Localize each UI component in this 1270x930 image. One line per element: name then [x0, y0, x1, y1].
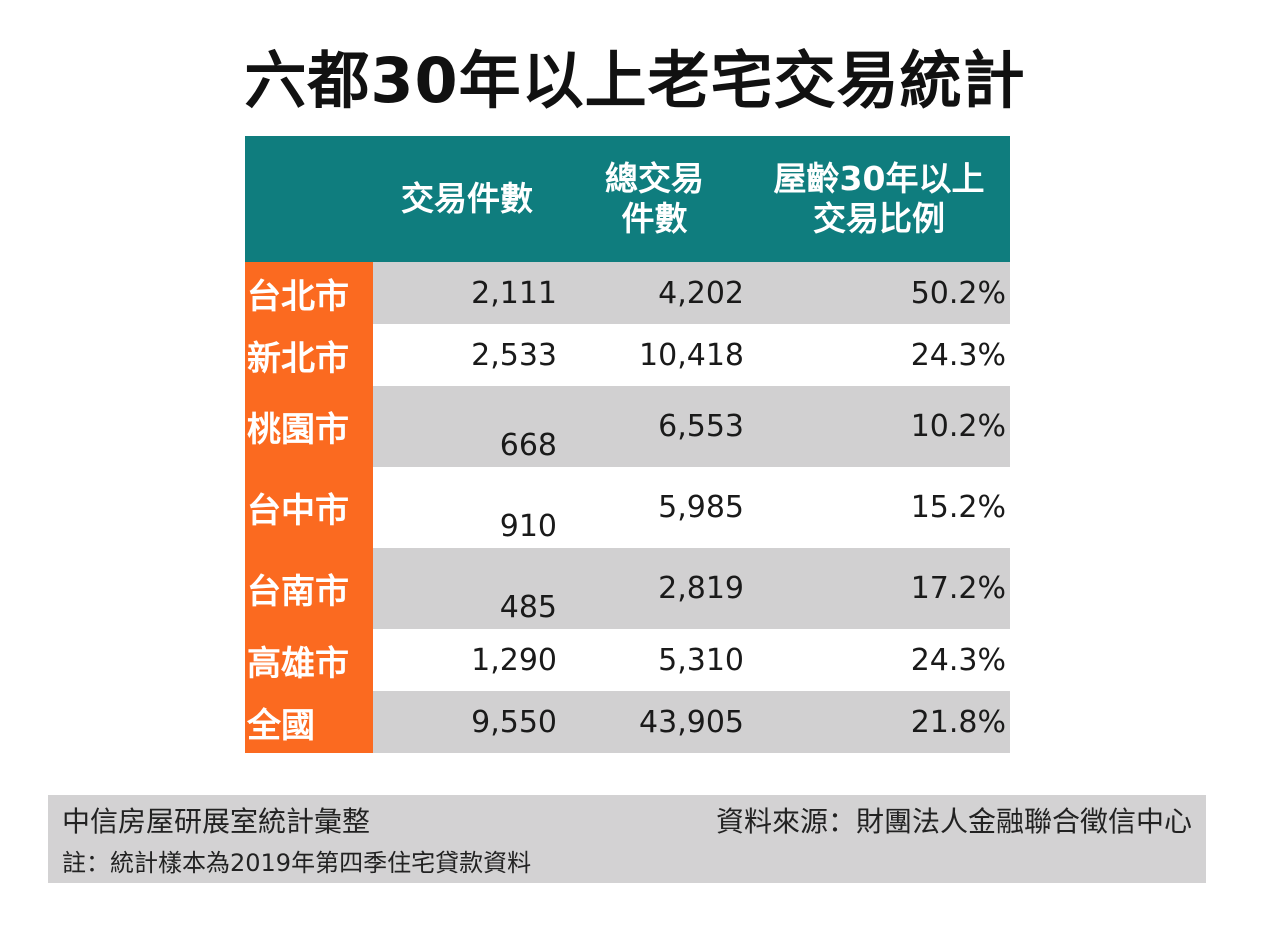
row-label-city: 桃園市 — [245, 386, 373, 467]
header-ratio: 屋齡30年以上 交易比例 — [748, 136, 1010, 262]
cell-transactions: 485 — [373, 548, 561, 629]
row-label-city: 新北市 — [245, 324, 373, 386]
header-total: 總交易 件數 — [561, 136, 748, 262]
cell-total: 5,985 — [658, 490, 744, 525]
table-row: 台北市 2,111 4,202 50.2% — [245, 262, 1010, 324]
row-label-city: 台中市 — [245, 467, 373, 548]
cell-transactions: 9,550 — [373, 691, 561, 753]
cell-ratio: 21.8% — [748, 691, 1010, 753]
table-header: 交易件數 總交易 件數 屋齡30年以上 交易比例 — [245, 136, 1010, 262]
table-row: 台南市 485 2,819 17.2% — [245, 548, 1010, 629]
table-row: 新北市 2,533 10,418 24.3% — [245, 324, 1010, 386]
cell-ratio: 24.3% — [910, 337, 1006, 373]
cell-total: 5,310 — [658, 642, 744, 678]
header-line: 交易比例 — [813, 199, 945, 238]
cell-transactions: 910 — [499, 509, 557, 544]
cell-ratio: 24.3% — [910, 642, 1006, 678]
footer-note: 中信房屋研展室統計彙整 資料來源：財團法人金融聯合徵信中心 註：統計樣本為201… — [48, 795, 1206, 883]
footer-source: 資料來源：財團法人金融聯合徵信中心 — [715, 805, 1192, 838]
cell-transactions: 2,111 — [373, 262, 561, 324]
table-row: 台中市 910 5,985 15.2% — [245, 467, 1010, 548]
table-body: 台北市 2,111 4,202 50.2% 新北市 2,533 10,418 24.3% 桃園市… — [245, 262, 1010, 753]
cell-total: 10,418 — [639, 337, 744, 373]
header-line: 屋齡30年以上 — [773, 159, 985, 199]
cell-transactions: 2,533 — [471, 337, 557, 373]
cell-transactions: 1,290 — [471, 642, 557, 678]
cell-total: 43,905 — [561, 691, 748, 753]
header-line: 交易件數 — [401, 179, 533, 219]
header-line: 件數 — [621, 199, 688, 238]
header-transactions: 交易件數 — [373, 136, 561, 262]
row-label-city: 高雄市 — [245, 629, 373, 691]
footer-sample-note: 註：統計樣本為2019年第四季住宅貸款資料 — [62, 848, 532, 877]
cell-ratio: 50.2% — [748, 262, 1010, 324]
table-row: 全國 9,550 43,905 21.8% — [245, 691, 1010, 753]
cell-transactions: 668 — [373, 386, 561, 467]
cell-ratio: 10.2% — [748, 386, 1010, 467]
table-row: 高雄市 1,290 5,310 24.3% — [245, 629, 1010, 691]
cell-total: 4,202 — [561, 262, 748, 324]
footer-compiler: 中信房屋研展室統計彙整 — [62, 805, 371, 838]
header-cell-blank — [245, 136, 373, 262]
cell-ratio: 15.2% — [910, 490, 1006, 525]
row-label-city: 台南市 — [245, 548, 373, 629]
cell-total: 2,819 — [561, 548, 748, 629]
cell-total: 6,553 — [561, 386, 748, 467]
chart-title: 六都30年以上老宅交易統計 — [244, 44, 1026, 117]
cell-ratio: 17.2% — [748, 548, 1010, 629]
row-label-city: 全國 — [245, 691, 373, 753]
data-table: 交易件數 總交易 件數 屋齡30年以上 交易比例 台北市 2,111 4,202 50… — [245, 136, 1010, 753]
table-row: 桃園市 668 6,553 10.2% — [245, 386, 1010, 467]
row-label-city: 台北市 — [245, 262, 373, 324]
header-line: 總交易 — [605, 159, 704, 199]
